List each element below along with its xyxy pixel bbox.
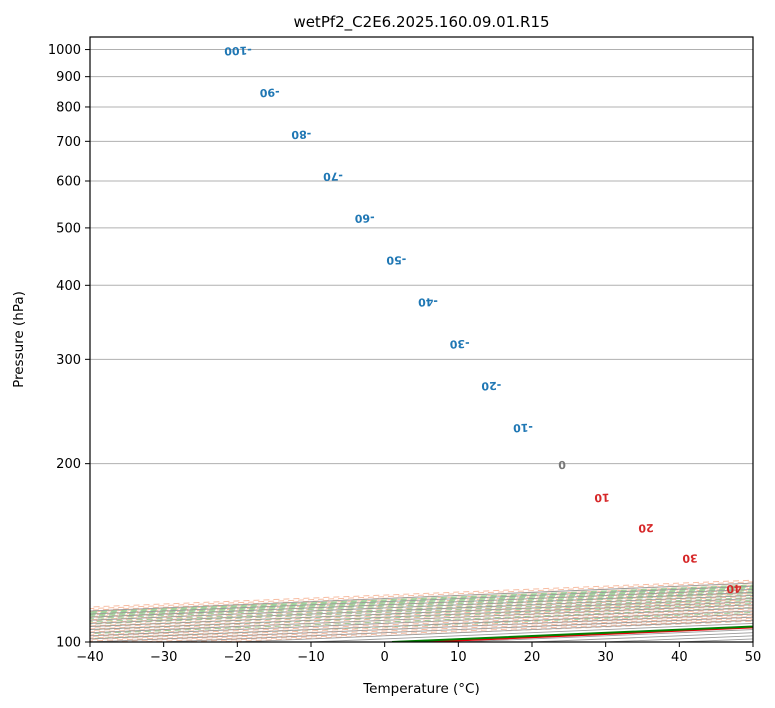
x-tick-label: −20 (224, 650, 251, 665)
x-tick-label: −10 (297, 650, 324, 665)
x-tick-label: 20 (524, 650, 541, 665)
pressure-gridlines (90, 49, 753, 643)
isotherm-label: -30 (449, 337, 470, 351)
y-tick-label: 300 (56, 353, 81, 368)
y-tick-label: 600 (56, 174, 81, 189)
isotherm-label: -10 (512, 421, 533, 435)
isotherm-label: -80 (291, 127, 312, 141)
x-tick-label: 30 (597, 650, 614, 665)
plot-frame (89, 36, 754, 643)
x-tick-label: 50 (745, 650, 762, 665)
isotherm-label: -100 (224, 43, 252, 57)
isotherm-label: 30 (682, 551, 698, 565)
y-tick-label: 500 (56, 221, 81, 236)
y-tick-label: 800 (56, 100, 81, 115)
reference-labels: -100-90-80-70-60-50-40-30-20-10010203040… (224, 43, 742, 596)
isotherm-label: -50 (386, 253, 407, 267)
isotherm-label: 0 (558, 458, 567, 471)
plot-background (90, 37, 753, 642)
isotherm-label: -70 (322, 169, 343, 183)
y-axis-ticks: 100 200 300 400 500 600 700 800 900 1000 (48, 43, 90, 651)
x-tick-label: −40 (76, 650, 103, 665)
x-tick-label: 40 (671, 650, 688, 665)
isotherm-label: -40 (417, 295, 438, 309)
isotherm-label: 20 (638, 521, 654, 535)
chart-title: wetPf2_C2E6.2025.160.09.01.R15 (293, 13, 549, 32)
y-tick-label: 400 (56, 279, 81, 294)
isotherm-label: 10 (594, 491, 610, 505)
isotherm-label: -90 (259, 85, 280, 99)
x-tick-label: 0 (381, 650, 389, 665)
x-tick-label: 10 (450, 650, 467, 665)
x-axis-ticks: −40 −30 −20 −10 0 10 20 30 40 50 (76, 642, 761, 665)
x-tick-label: −30 (150, 650, 177, 665)
y-axis-label: Pressure (hPa) (11, 291, 27, 388)
y-tick-label: 200 (56, 457, 81, 472)
isotherm-label: -20 (481, 379, 502, 393)
isotherm-label: 40 (726, 582, 742, 596)
y-tick-label: 900 (56, 70, 81, 85)
y-tick-label: 1000 (48, 43, 81, 58)
y-tick-label: 100 (56, 636, 81, 651)
x-axis-label: Temperature (°C) (362, 681, 480, 697)
y-tick-label: 700 (56, 135, 81, 150)
isotherm-label: -60 (354, 211, 375, 225)
